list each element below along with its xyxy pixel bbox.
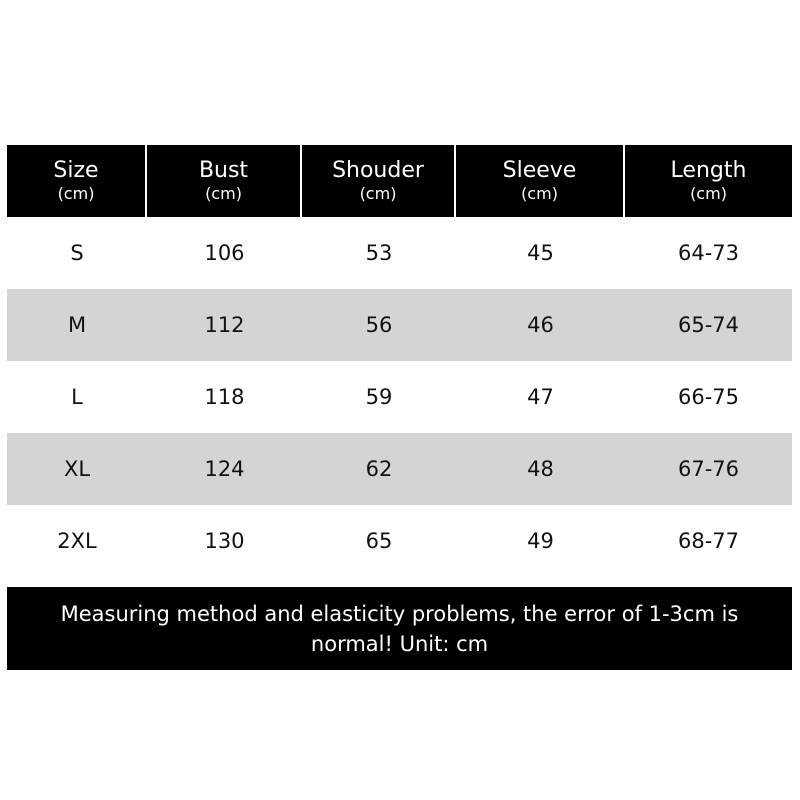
footer-note: Measuring method and elasticity problems… bbox=[7, 587, 792, 670]
table-cell: 106 bbox=[204, 241, 245, 265]
table-cell: 124 bbox=[204, 457, 245, 481]
table-row: XL 124 62 48 67-76 bbox=[7, 433, 792, 505]
table-cell: 64-73 bbox=[677, 241, 740, 265]
table-cell: 68-77 bbox=[677, 529, 740, 553]
header-unit: (cm) bbox=[690, 184, 727, 203]
table-cell: 53 bbox=[365, 241, 393, 265]
table-cell: XL bbox=[63, 457, 91, 481]
table-cell: 47 bbox=[527, 385, 554, 409]
table-row: S 106 53 45 64-73 bbox=[7, 217, 792, 289]
header-unit: (cm) bbox=[359, 184, 397, 203]
table-cell: 59 bbox=[365, 385, 393, 409]
table-cell: M bbox=[67, 313, 87, 337]
header-label: Sleeve bbox=[502, 158, 577, 183]
table-cell: 112 bbox=[204, 313, 245, 337]
table-cell: 67-76 bbox=[677, 457, 740, 481]
table-cell: 65-74 bbox=[677, 313, 740, 337]
table-cell: 65 bbox=[365, 529, 393, 553]
header-cell: Bust (cm) bbox=[147, 145, 302, 217]
header-label: Size bbox=[53, 158, 99, 183]
table-cell: 130 bbox=[204, 529, 245, 553]
header-unit: (cm) bbox=[57, 184, 95, 203]
table-header: Size (cm) Bust (cm) Shouder (cm) Sleeve (cm) Len… bbox=[7, 145, 792, 217]
table-cell: 45 bbox=[527, 241, 554, 265]
table-cell: 48 bbox=[527, 457, 554, 481]
header-cell: Size (cm) bbox=[7, 145, 147, 217]
header-label: Bust bbox=[198, 158, 249, 183]
table-cell: S bbox=[70, 241, 84, 265]
table-row: L 118 59 47 66-75 bbox=[7, 361, 792, 433]
table-row: 2XL 130 65 49 68-77 bbox=[7, 505, 792, 577]
header-cell: Shouder (cm) bbox=[302, 145, 456, 217]
table-cell: 2XL bbox=[57, 529, 97, 553]
table-cell: 56 bbox=[365, 313, 393, 337]
header-cell: Sleeve (cm) bbox=[456, 145, 625, 217]
header-unit: (cm) bbox=[205, 184, 242, 203]
table-row: M 112 56 46 65-74 bbox=[7, 289, 792, 361]
table-cell: 62 bbox=[365, 457, 393, 481]
table-cell: 46 bbox=[527, 313, 554, 337]
header-unit: (cm) bbox=[521, 184, 558, 203]
table-cell: 49 bbox=[527, 529, 554, 553]
table-cell: 118 bbox=[204, 385, 245, 409]
header-label: Shouder bbox=[332, 158, 424, 183]
table-cell: L bbox=[71, 385, 83, 409]
header-cell: Length (cm) bbox=[625, 145, 792, 217]
header-label: Length bbox=[670, 158, 747, 183]
table-cell: 66-75 bbox=[677, 385, 740, 409]
